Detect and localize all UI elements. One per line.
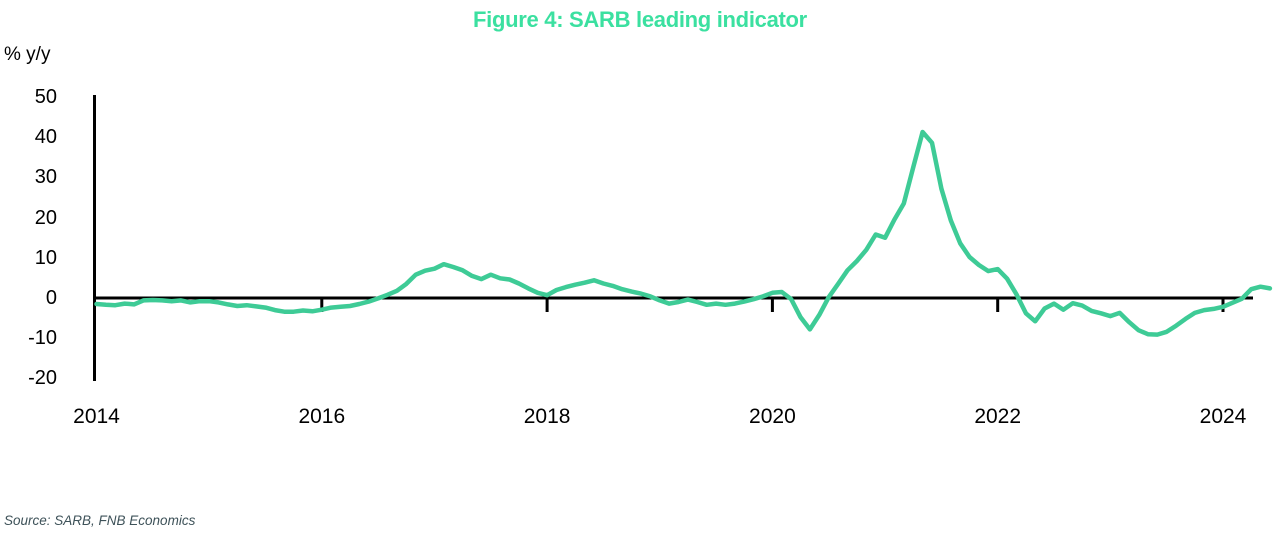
- y-tick-label: 20: [34, 206, 57, 229]
- x-tick-label: 2014: [73, 405, 120, 428]
- figure-title: Figure 4: SARB leading indicator: [473, 7, 807, 32]
- chart-canvas: [93, 95, 1273, 381]
- y-tick-label: -20: [28, 367, 57, 390]
- x-tick-label: 2016: [298, 405, 346, 428]
- y-tick-label: 0: [45, 287, 57, 309]
- y-tick-label: 40: [34, 126, 57, 149]
- x-tick-label: 2022: [974, 405, 1022, 428]
- y-tick-label: 50: [34, 86, 57, 108]
- x-tick-label: 2024: [1199, 405, 1247, 428]
- y-tick-label: 10: [34, 246, 57, 269]
- source-note: Source: SARB, FNB Economics: [4, 513, 196, 528]
- indicator-line: [94, 129, 1273, 337]
- y-tick-label: -10: [28, 327, 57, 350]
- y-axis-unit-label: % y/y: [4, 44, 51, 65]
- x-tick-label: 2018: [523, 405, 571, 428]
- y-tick-label: 30: [34, 166, 57, 189]
- x-tick-label: 2020: [749, 405, 796, 428]
